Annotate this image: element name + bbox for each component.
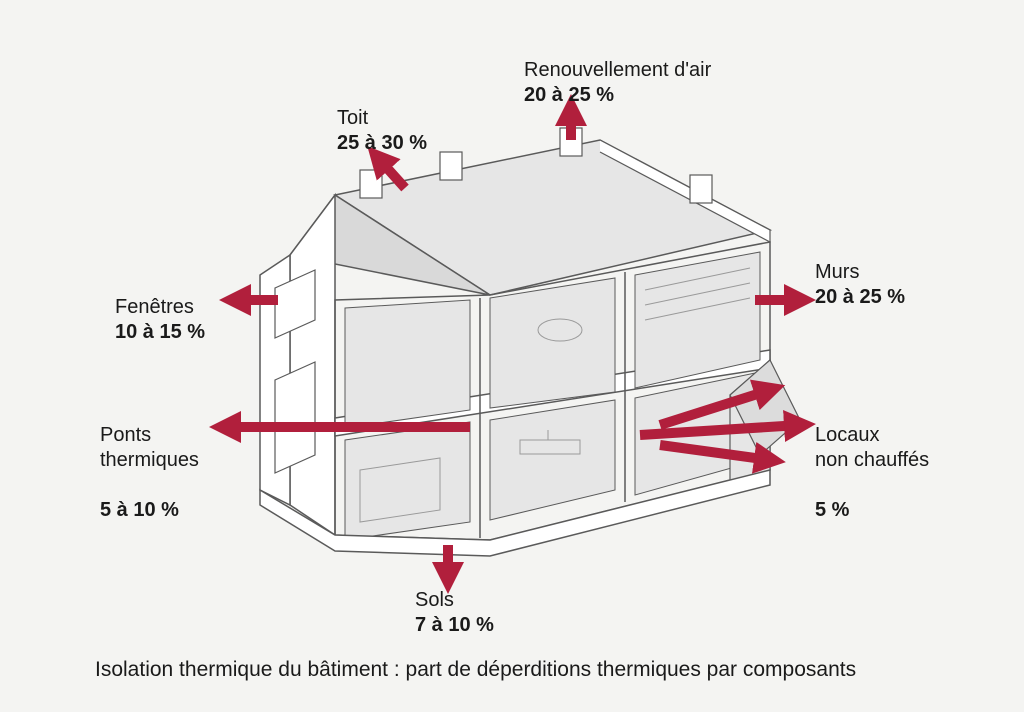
label-title: Murs — [815, 260, 905, 285]
label-value: 7 à 10 % — [415, 613, 494, 638]
label-value: 10 à 15 % — [115, 320, 205, 345]
label-toit: Toit 25 à 30 % — [337, 106, 427, 156]
label-locaux: Locaux non chauffés 5 % — [815, 398, 929, 548]
label-title: Toit — [337, 106, 427, 131]
label-value: 5 % — [815, 498, 929, 523]
diagram-stage: Toit 25 à 30 % Renouvellement d'air 20 à… — [0, 0, 1024, 712]
label-fenetres: Fenêtres 10 à 15 % — [115, 295, 205, 345]
label-title: Sols — [415, 588, 494, 613]
label-title: Fenêtres — [115, 295, 205, 320]
label-murs: Murs 20 à 25 % — [815, 260, 905, 310]
label-title: Ponts thermiques — [100, 423, 199, 473]
gable-wall — [260, 195, 335, 535]
label-title: Locaux non chauffés — [815, 423, 929, 473]
label-sols: Sols 7 à 10 % — [415, 588, 494, 638]
caption: Isolation thermique du bâtiment : part d… — [95, 658, 856, 682]
house-illustration — [0, 0, 1024, 712]
label-air: Renouvellement d'air 20 à 25 % — [524, 58, 711, 108]
label-ponts: Ponts thermiques 5 à 10 % — [100, 398, 199, 548]
label-value: 5 à 10 % — [100, 498, 199, 523]
label-value: 25 à 30 % — [337, 131, 427, 156]
label-value: 20 à 25 % — [815, 285, 905, 310]
label-value: 20 à 25 % — [524, 83, 711, 108]
label-title: Renouvellement d'air — [524, 58, 711, 83]
